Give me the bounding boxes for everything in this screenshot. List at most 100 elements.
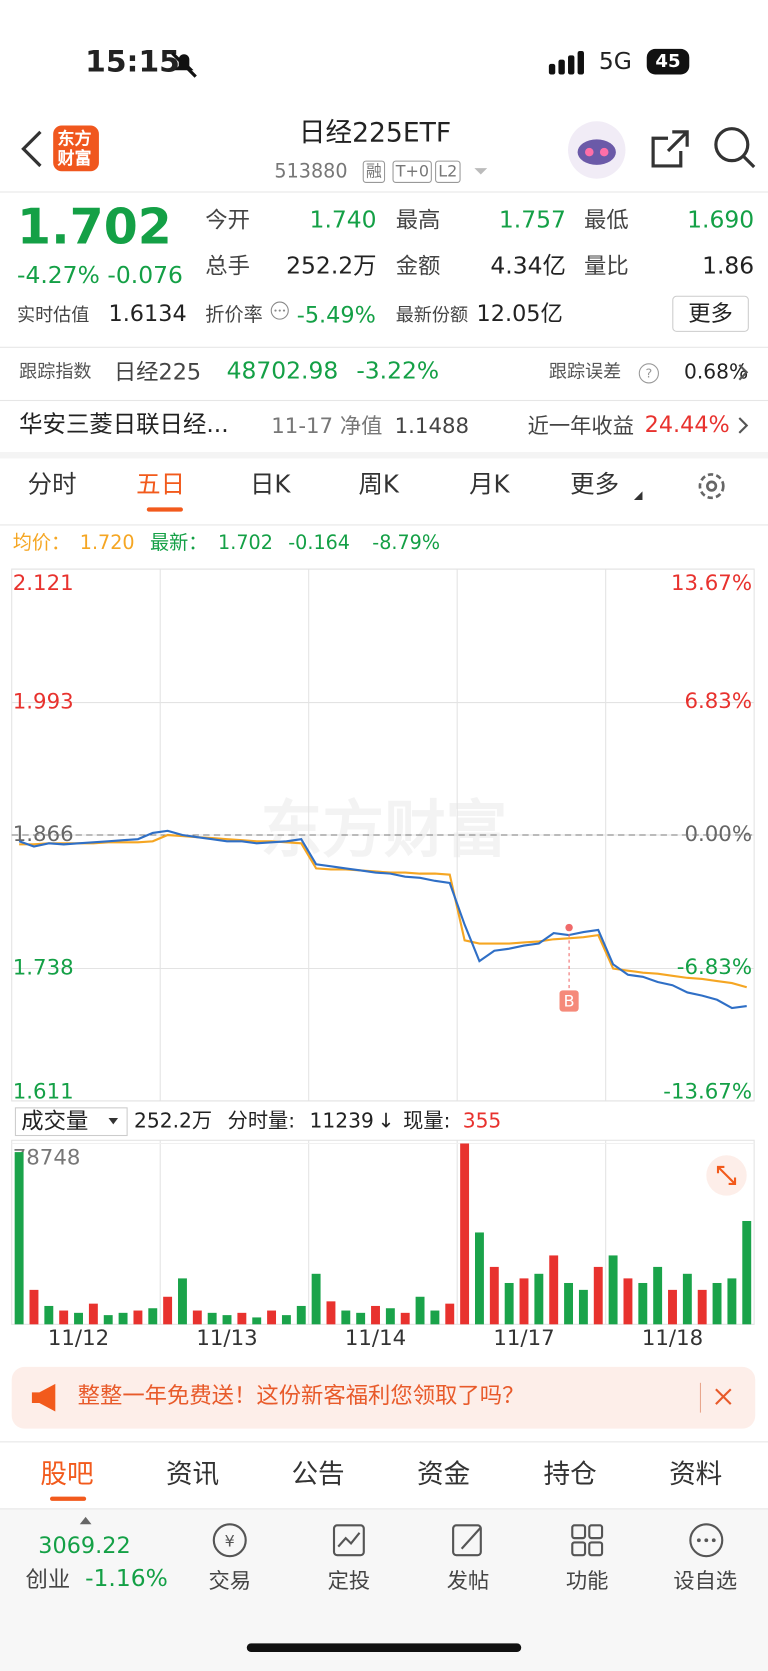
change: -0.076 — [107, 262, 183, 290]
stat-value: 1.757 — [498, 207, 566, 235]
volume-bar — [296, 1305, 306, 1325]
toolbar-item[interactable]: 设自选 — [673, 1567, 738, 1594]
code: 513880 — [274, 160, 348, 183]
bottom-tab[interactable]: 公告 — [291, 1458, 345, 1490]
bottom-tab[interactable]: 持仓 — [543, 1458, 597, 1490]
volume-bar — [712, 1282, 722, 1325]
stat-label: 量比 — [583, 253, 629, 279]
divider — [0, 346, 768, 348]
toolbar-item[interactable]: 定投 — [327, 1567, 371, 1594]
volume-bar — [237, 1312, 247, 1325]
help-icon[interactable]: ? — [638, 363, 659, 384]
annotation: B — [564, 992, 575, 1011]
badge: L2 — [435, 160, 461, 183]
volume-bar — [74, 1312, 83, 1325]
tick-volume-label: 分时量: — [227, 1109, 296, 1133]
volume-bar — [460, 1143, 470, 1325]
toolbar-item[interactable]: 交易 — [208, 1567, 252, 1594]
y-tick-label: 1.611 — [13, 1079, 74, 1104]
bottom-tab-active[interactable]: 股吧 — [40, 1458, 94, 1490]
index-name[interactable]: 创业 — [25, 1566, 71, 1593]
more-button[interactable]: 更多 — [672, 295, 749, 332]
volume-bar — [415, 1296, 425, 1325]
volume-selector[interactable] — [14, 1107, 128, 1137]
index-value[interactable]: 3069.22 — [38, 1532, 131, 1559]
index-change[interactable]: -1.16% — [85, 1565, 168, 1593]
volume-bar — [534, 1273, 544, 1325]
y2-tick-label: 13.67% — [671, 571, 752, 596]
dropdown-icon — [108, 1117, 119, 1125]
discount-value: -5.49% — [296, 302, 376, 328]
badge: 融 — [362, 160, 386, 183]
return-label: 近一年收益 — [527, 412, 634, 439]
promo-banner[interactable] — [11, 1366, 756, 1429]
mute-icon — [171, 52, 197, 78]
toolbar-item[interactable]: 发帖 — [446, 1567, 490, 1594]
volume-bar — [88, 1303, 98, 1325]
volume-bar — [578, 1289, 588, 1325]
search-button[interactable] — [713, 126, 758, 171]
close-button[interactable] — [714, 1387, 733, 1406]
chart: 东方财富 2.1211.9931.8661.7381.61113.67%6.83… — [11, 568, 755, 1351]
volume-bar — [192, 1310, 202, 1325]
banner-text[interactable]: 整整一年免费送！这份新客福利您领取了吗？ — [77, 1382, 525, 1409]
y2-tick-label: -6.83% — [677, 955, 752, 980]
chart-tab[interactable]: 日K — [249, 471, 291, 499]
volume-bar — [564, 1282, 574, 1325]
volume-bar — [281, 1315, 291, 1325]
price: 1.702 — [17, 197, 172, 256]
legend-pct: -8.79% — [372, 531, 441, 555]
chevron[interactable] — [738, 417, 749, 434]
chart-tab[interactable]: 周K — [358, 471, 399, 499]
return-value: 24.44% — [644, 411, 730, 438]
volume-bar — [697, 1289, 707, 1325]
expand-button[interactable] — [705, 1154, 748, 1197]
volume-bar — [668, 1289, 677, 1325]
x-tick-label: 11/14 — [345, 1326, 406, 1351]
assistant-avatar[interactable] — [567, 120, 627, 180]
chart-tab[interactable]: 分时 — [27, 471, 77, 499]
megaphone-icon — [31, 1383, 56, 1412]
share-button[interactable] — [649, 128, 692, 171]
annotation-dot — [565, 923, 573, 932]
volume-selector-text[interactable]: 成交量 — [21, 1108, 89, 1134]
chart-tab-active[interactable]: 五日 — [136, 471, 186, 499]
volume-total: 252.2万 — [134, 1109, 213, 1133]
x-tick-label: 11/17 — [493, 1326, 554, 1351]
volume-bar — [341, 1310, 351, 1325]
bottom-tab[interactable]: 资讯 — [165, 1458, 220, 1490]
tracking-label: 跟踪指数 — [19, 361, 92, 383]
status-time: 15:15 — [85, 43, 180, 79]
bottom-tab[interactable]: 资金 — [416, 1458, 471, 1490]
volume-bar — [59, 1310, 69, 1325]
signal-icon — [548, 51, 584, 75]
volume-bar — [311, 1273, 321, 1325]
toolbar-item[interactable]: 功能 — [565, 1567, 609, 1594]
legend-value: 1.720 — [79, 531, 135, 555]
bottom-tab[interactable]: 资料 — [669, 1458, 723, 1490]
chart-tab[interactable]: 月K — [469, 471, 510, 499]
stat-value: 4.34亿 — [490, 253, 566, 280]
dropdown-icon[interactable] — [474, 168, 489, 177]
volume-bar — [475, 1232, 484, 1325]
legend-label: 最新： — [149, 531, 208, 555]
x-tick-label: 11/18 — [642, 1326, 703, 1351]
volume-bar — [489, 1266, 499, 1325]
y-tick-label: 78748 — [13, 1145, 81, 1170]
chart-tab[interactable]: 更多 — [570, 471, 620, 499]
tab-underline — [49, 1496, 87, 1501]
stat-value: 252.2万 — [286, 253, 377, 280]
info-icon[interactable] — [270, 301, 289, 320]
network: 5G — [598, 48, 632, 76]
y-tick-label: 1.738 — [13, 955, 74, 980]
stat-value: 1.740 — [309, 207, 377, 235]
volume-bar — [103, 1315, 113, 1325]
error-value: 0.68% — [683, 360, 749, 384]
svg-text:¥: ¥ — [225, 1532, 235, 1551]
settings-button[interactable] — [696, 470, 728, 502]
stat-label: 金额 — [395, 253, 441, 279]
tick-volume: 11239 — [309, 1109, 374, 1133]
back-button[interactable] — [19, 130, 45, 168]
chevron[interactable] — [738, 364, 749, 381]
stat-value: 1.690 — [687, 207, 755, 235]
